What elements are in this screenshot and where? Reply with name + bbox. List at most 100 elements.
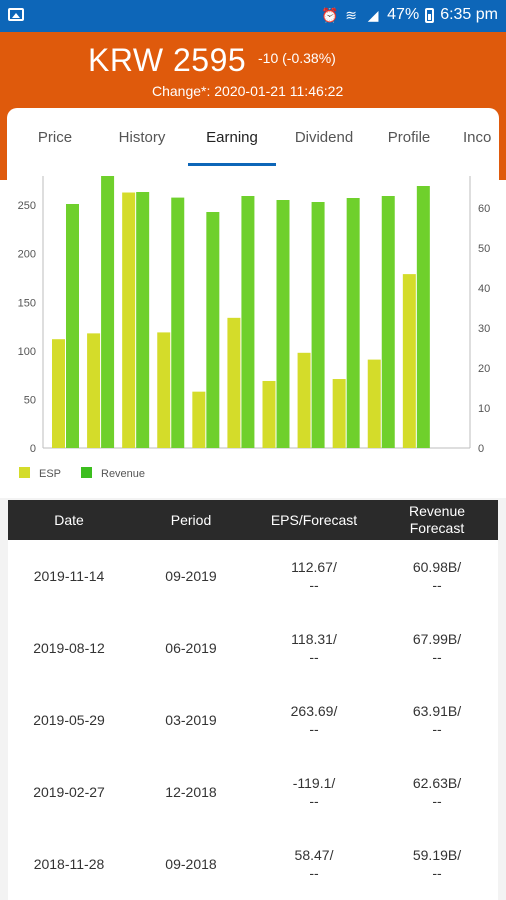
tab-dividend[interactable]: Dividend	[294, 129, 354, 146]
cell-eps-forecast-eps_forecast: --	[309, 649, 319, 665]
esp-bar	[332, 379, 346, 448]
revenue-bar	[171, 197, 185, 448]
table-header: Date Period EPS/Forecast Revenue Forecas…	[8, 500, 498, 540]
cell-revenue-forecast-rev_forecast: --	[432, 649, 442, 665]
signal-icon: ◢	[367, 7, 379, 23]
right-tick-label: 20	[478, 363, 490, 375]
header-date: Date	[54, 511, 84, 528]
legend-label: ESP	[39, 468, 61, 480]
cell-period: 06-2019	[130, 612, 252, 684]
wifi-icon: ≋	[345, 7, 358, 23]
esp-bar	[192, 391, 206, 448]
cell-revenue-forecast-rev_forecast: --	[432, 577, 442, 593]
cell-date-date: 2018-11-28	[33, 856, 105, 872]
left-tick-label: 250	[18, 200, 36, 212]
cell-eps-forecast-eps: 263.69/	[290, 703, 338, 719]
left-tick-label: 0	[30, 443, 36, 455]
cell-revenue-forecast-rev_forecast: --	[432, 793, 442, 809]
cell-date-date: 2019-11-14	[33, 568, 105, 584]
earnings-table: Date Period EPS/Forecast Revenue Forecas…	[0, 498, 506, 900]
table-row[interactable]: 2019-02-27 12-2018 -119.1/ -- 62.63B/ --	[8, 756, 498, 828]
header-period: Period	[170, 511, 212, 528]
cell-eps-forecast-eps_forecast: --	[309, 721, 319, 737]
esp-bar	[52, 339, 65, 448]
cell-eps-forecast: 118.31/ --	[252, 612, 376, 684]
tab-bar: Price History Earning Dividend Profile I…	[7, 108, 499, 168]
revenue-bar	[276, 200, 290, 448]
cell-eps-forecast: -119.1/ --	[252, 756, 376, 828]
left-tick-label: 150	[18, 297, 36, 309]
revenue-bar	[101, 176, 115, 448]
right-tick-label: 60	[478, 203, 490, 215]
header-revenue-forecast: Revenue Forecast	[408, 503, 466, 536]
gallery-icon	[8, 8, 24, 21]
revenue-bar	[206, 212, 220, 448]
cell-date: 2019-05-29	[8, 684, 130, 756]
tab-history[interactable]: History	[118, 129, 166, 146]
cell-revenue-forecast: 62.63B/ --	[376, 756, 498, 828]
cell-eps-forecast-eps_forecast: --	[309, 865, 319, 881]
esp-bar	[402, 274, 416, 448]
esp-bar	[297, 352, 311, 448]
tab-profile[interactable]: Profile	[387, 129, 431, 146]
table-row[interactable]: 2019-11-14 09-2019 112.67/ -- 60.98B/ --	[8, 540, 498, 612]
revenue-bar	[416, 186, 430, 448]
revenue-bar	[381, 196, 395, 448]
cell-period: 12-2018	[130, 756, 252, 828]
cell-revenue-forecast-rev: 67.99B/	[412, 631, 462, 647]
cell-eps-forecast-eps_forecast: --	[309, 577, 319, 593]
status-bar: ⏰ ≋ ◢ 47% 6:35 pm	[0, 0, 506, 32]
status-time: 6:35 pm	[440, 6, 498, 23]
cell-date-date: 2019-02-27	[33, 784, 105, 800]
right-tick-label: 30	[478, 323, 490, 335]
earning-chart-svg: 0 50 100 150 200 250 0 10 20 30 40 50 60 ESP Revenue	[18, 176, 490, 480]
battery-icon	[425, 7, 435, 23]
cell-revenue-forecast: 67.99B/ --	[376, 612, 498, 684]
esp-bar	[87, 333, 101, 448]
status-icons: ⏰ ≋ ◢ 47% 6:35 pm	[321, 6, 498, 24]
esp-bar	[262, 380, 276, 448]
cell-revenue-forecast-rev: 59.19B/	[412, 847, 462, 863]
table-row[interactable]: 2018-11-28 09-2018 58.47/ -- 59.19B/ --	[8, 828, 498, 900]
revenue-bar	[311, 202, 325, 448]
right-tick-label: 50	[478, 243, 490, 255]
left-tick-label: 200	[18, 249, 36, 261]
cell-period: 03-2019	[130, 684, 252, 756]
table-row[interactable]: 2019-08-12 06-2019 118.31/ -- 67.99B/ --	[8, 612, 498, 684]
legend-swatch	[81, 467, 92, 478]
cell-date: 2019-08-12	[8, 612, 130, 684]
cell-eps-forecast: 58.47/ --	[252, 828, 376, 900]
cell-revenue-forecast: 59.19B/ --	[376, 828, 498, 900]
price-change: -10 (-0.38%)	[258, 50, 336, 66]
cell-date: 2019-02-27	[8, 756, 130, 828]
cell-eps-forecast-eps: -119.1/	[292, 775, 336, 791]
cell-revenue-forecast-rev: 63.91B/	[412, 703, 462, 719]
table-row[interactable]: 2019-05-29 03-2019 263.69/ -- 63.91B/ --	[8, 684, 498, 756]
tab-price[interactable]: Price	[37, 129, 73, 146]
active-tab-indicator	[188, 163, 276, 166]
revenue-bar	[66, 204, 79, 448]
header-eps-forecast: EPS/Forecast	[270, 511, 358, 528]
cell-period: 09-2018	[130, 828, 252, 900]
cell-period-period: 09-2018	[165, 856, 217, 872]
right-tick-label: 0	[478, 443, 484, 455]
tab-earning[interactable]: Earning	[206, 129, 258, 146]
cell-revenue-forecast-rev_forecast: --	[432, 721, 442, 737]
stock-price: KRW 2595	[88, 42, 247, 78]
cell-eps-forecast-eps_forecast: --	[309, 793, 319, 809]
right-tick-label: 40	[478, 283, 490, 295]
esp-bar	[227, 317, 241, 448]
esp-bar	[122, 192, 136, 448]
cell-period-period: 03-2019	[165, 712, 217, 728]
cell-eps-forecast: 263.69/ --	[252, 684, 376, 756]
revenue-bar	[136, 192, 150, 448]
cell-revenue-forecast: 60.98B/ --	[376, 540, 498, 612]
cell-date: 2019-11-14	[8, 540, 130, 612]
revenue-bar	[241, 196, 255, 448]
alarm-icon: ⏰	[321, 7, 339, 23]
tab-income[interactable]: Inco	[463, 129, 492, 146]
left-tick-label: 50	[24, 394, 36, 406]
cell-date-date: 2019-08-12	[33, 640, 105, 656]
right-tick-label: 10	[478, 403, 490, 415]
legend-label: Revenue	[101, 468, 145, 480]
